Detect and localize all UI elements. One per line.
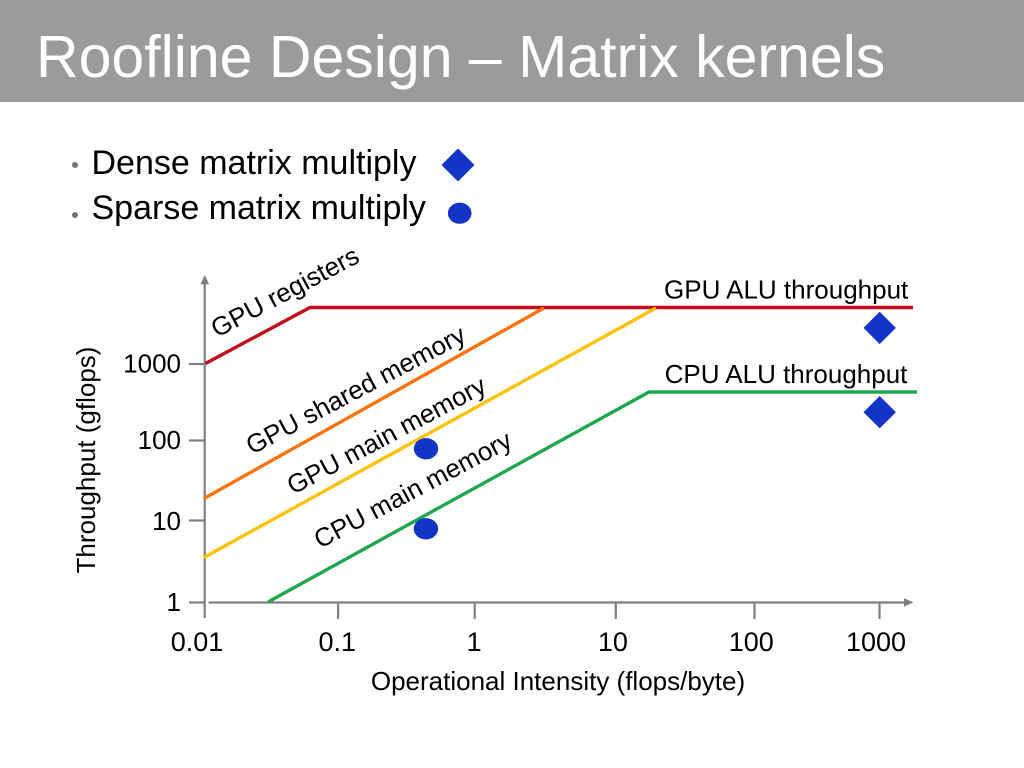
svg-text:Operational Intensity (flops/b: Operational Intensity (flops/byte) [371, 666, 745, 696]
svg-text:Throughput (gflops): Throughput (gflops) [71, 347, 101, 574]
svg-text:GPU registers: GPU registers [206, 240, 364, 343]
svg-text:1: 1 [467, 627, 482, 657]
svg-text:CPU ALU throughput: CPU ALU throughput [665, 359, 909, 389]
svg-text:0.01: 0.01 [171, 627, 224, 657]
svg-text:0.1: 0.1 [319, 627, 357, 657]
svg-text:1: 1 [167, 587, 181, 617]
svg-text:10: 10 [598, 627, 628, 657]
svg-text:1000: 1000 [123, 349, 181, 379]
svg-text:GPU ALU throughput: GPU ALU throughput [664, 275, 909, 305]
svg-text:100: 100 [138, 425, 181, 455]
svg-text:1000: 1000 [846, 627, 906, 657]
svg-text:10: 10 [152, 506, 181, 536]
svg-text:100: 100 [729, 627, 774, 657]
